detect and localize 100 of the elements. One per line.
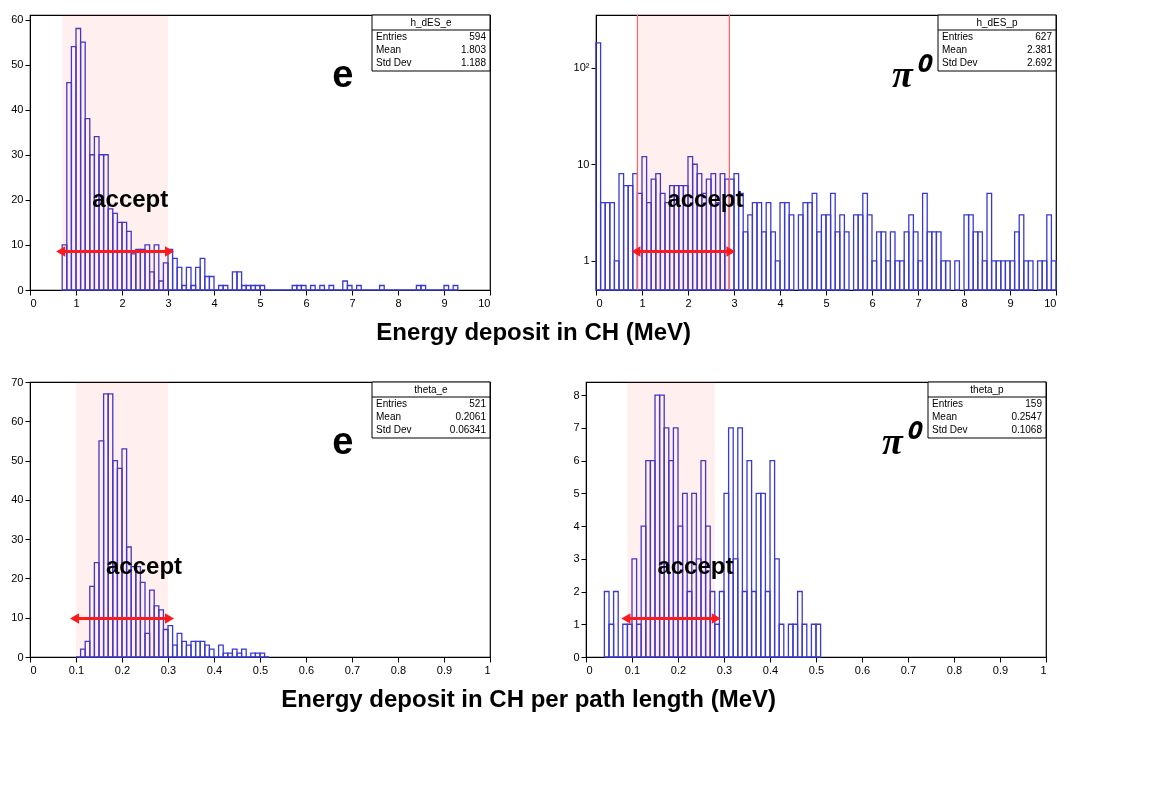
annotation: 2.381 bbox=[1026, 43, 1053, 55]
x-tick-label: 7 bbox=[915, 296, 922, 309]
annotation: Mean bbox=[376, 410, 402, 422]
annotation: Entries bbox=[932, 397, 964, 409]
annotation: Mean bbox=[942, 43, 968, 55]
x-tick-label: 6 bbox=[869, 296, 876, 309]
x-tick-label: 0.4 bbox=[206, 663, 223, 676]
x-tick-label: 9 bbox=[441, 296, 448, 309]
annotation: Mean bbox=[932, 410, 958, 422]
y-tick-label: 20 bbox=[11, 571, 24, 584]
x-tick-label: 0.1 bbox=[624, 663, 641, 676]
y-tick-label: 1 bbox=[573, 617, 580, 630]
x-tick-label: 6 bbox=[303, 296, 310, 309]
x-tick-label: 7 bbox=[349, 296, 356, 309]
y-tick-label: 10 bbox=[11, 238, 24, 251]
x-tick-label: 0 bbox=[596, 296, 603, 309]
y-tick-label: 60 bbox=[11, 13, 24, 26]
x-tick-label: 1 bbox=[639, 296, 646, 309]
annotation: Entries bbox=[376, 397, 408, 409]
y-tick-label: 50 bbox=[11, 58, 24, 71]
y-tick-label: 7 bbox=[573, 421, 580, 434]
x-tick-label: 1 bbox=[1040, 663, 1047, 676]
x-tick-label: 2 bbox=[119, 296, 126, 309]
y-tick-label: 3 bbox=[573, 552, 580, 565]
annotation: π⁰ bbox=[891, 52, 934, 95]
annotation: π⁰ bbox=[881, 419, 924, 462]
annotation: 1.803 bbox=[460, 43, 487, 55]
y-tick-label: 2 bbox=[573, 585, 580, 598]
x-tick-label: 10 bbox=[478, 296, 491, 309]
x-axis-title: Energy deposit in CH (MeV) bbox=[376, 317, 692, 345]
x-tick-label: 1 bbox=[484, 663, 491, 676]
annotation: 0.2061 bbox=[455, 410, 487, 422]
x-axis-title: Energy deposit in CH per path length (MeV) bbox=[281, 684, 776, 712]
y-tick-label: 40 bbox=[11, 493, 24, 506]
x-tick-label: 0 bbox=[30, 296, 37, 309]
x-tick-label: 0.6 bbox=[854, 663, 871, 676]
annotation: 2.692 bbox=[1026, 56, 1053, 68]
annotation: theta_e bbox=[414, 383, 449, 395]
annotation: theta_p bbox=[970, 383, 1005, 395]
x-tick-label: 0.8 bbox=[390, 663, 407, 676]
annotation: 521 bbox=[469, 397, 487, 409]
x-tick-label: 8 bbox=[961, 296, 968, 309]
y-tick-label: 0 bbox=[17, 650, 24, 663]
x-tick-label: 0 bbox=[30, 663, 37, 676]
x-tick-label: 0.5 bbox=[252, 663, 269, 676]
x-tick-label: 0.3 bbox=[160, 663, 177, 676]
annotation: 159 bbox=[1025, 397, 1043, 409]
annotation: e bbox=[332, 52, 354, 95]
annotation: 1.188 bbox=[460, 56, 487, 68]
x-tick-label: 3 bbox=[731, 296, 738, 309]
x-tick-label: 0.9 bbox=[436, 663, 453, 676]
y-tick-label: 70 bbox=[11, 375, 24, 388]
x-tick-label: 0.3 bbox=[716, 663, 733, 676]
annotation: Std Dev bbox=[942, 56, 978, 68]
x-tick-label: 10 bbox=[1044, 296, 1057, 309]
x-tick-label: 5 bbox=[823, 296, 830, 309]
y-tick-label: 4 bbox=[573, 519, 580, 532]
x-tick-label: 0.7 bbox=[900, 663, 917, 676]
y-tick-label: 5 bbox=[573, 486, 580, 499]
x-tick-label: 0.6 bbox=[298, 663, 315, 676]
x-tick-label: 1 bbox=[73, 296, 80, 309]
annotation: 627 bbox=[1035, 30, 1053, 42]
annotation: 0.2547 bbox=[1011, 410, 1043, 422]
annotation: Entries bbox=[942, 30, 974, 42]
x-tick-label: 0.8 bbox=[946, 663, 963, 676]
x-tick-label: 0.4 bbox=[762, 663, 779, 676]
x-tick-label: 0.2 bbox=[114, 663, 131, 676]
y-tick-label: 40 bbox=[11, 103, 24, 116]
x-tick-label: 2 bbox=[685, 296, 692, 309]
y-tick-label: 10 bbox=[11, 611, 24, 624]
y-tick-label: 1 bbox=[583, 254, 590, 267]
y-tick-label: 20 bbox=[11, 193, 24, 206]
y-tick-label: 10² bbox=[573, 61, 590, 74]
x-tick-label: 4 bbox=[777, 296, 784, 309]
x-tick-label: 0.2 bbox=[670, 663, 687, 676]
annotation: 0.1068 bbox=[1011, 423, 1043, 435]
x-tick-label: 0.1 bbox=[68, 663, 85, 676]
x-tick-label: 0.5 bbox=[808, 663, 825, 676]
annotation: Mean bbox=[376, 43, 402, 55]
x-tick-label: 3 bbox=[165, 296, 172, 309]
y-tick-label: 6 bbox=[573, 454, 580, 467]
y-tick-label: 0 bbox=[573, 650, 580, 663]
y-tick-label: 0 bbox=[17, 283, 24, 296]
x-tick-label: 5 bbox=[257, 296, 264, 309]
x-tick-label: 9 bbox=[1007, 296, 1014, 309]
y-tick-label: 50 bbox=[11, 454, 24, 467]
y-tick-label: 8 bbox=[573, 388, 580, 401]
annotation: Std Dev bbox=[932, 423, 968, 435]
x-tick-label: 0.7 bbox=[344, 663, 361, 676]
y-tick-label: 10 bbox=[577, 157, 590, 170]
annotation: Std Dev bbox=[376, 423, 412, 435]
y-tick-label: 30 bbox=[11, 532, 24, 545]
x-tick-label: 0.9 bbox=[992, 663, 1009, 676]
y-tick-label: 30 bbox=[11, 148, 24, 161]
y-tick-label: 60 bbox=[11, 414, 24, 427]
annotation: 0.06341 bbox=[449, 423, 487, 435]
annotation: h_dES_p bbox=[976, 16, 1019, 28]
x-tick-label: 4 bbox=[211, 296, 218, 309]
annotation: Entries bbox=[376, 30, 408, 42]
annotation: h_dES_e bbox=[410, 16, 453, 28]
